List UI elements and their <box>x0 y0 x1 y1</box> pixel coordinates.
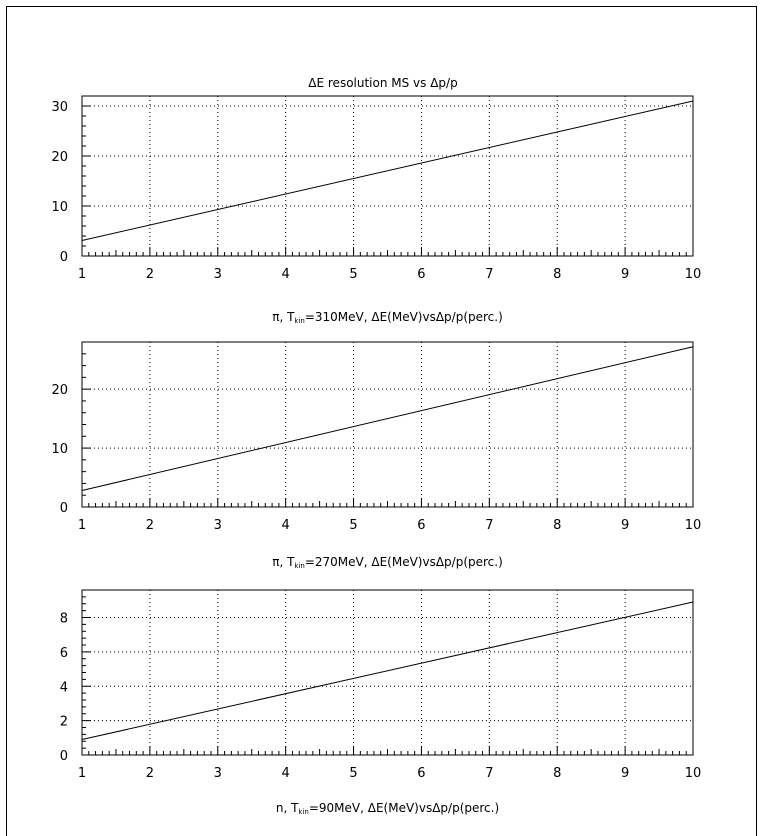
x-tick-label: 4 <box>282 267 290 282</box>
y-tick-label: 0 <box>60 250 68 265</box>
figure-frame <box>6 6 757 836</box>
x-tick-label: 8 <box>553 267 561 282</box>
x-tick-label: 2 <box>146 267 154 282</box>
y-tick-label: 0 <box>60 749 68 764</box>
x-tick-label: 4 <box>282 766 290 781</box>
x-tick-label: 7 <box>485 518 493 533</box>
x-tick-label: 6 <box>417 518 425 533</box>
x-tick-label: 9 <box>621 267 629 282</box>
x-tick-label: 3 <box>214 766 222 781</box>
x-tick-label: 4 <box>282 518 290 533</box>
plot-frame <box>81 341 694 508</box>
plot-panel-1: 1 2 3 4 5 6 7 8 9 10 0 10 20 30 π, Tkin=310MeV, ΔE(MeV… <box>51 95 702 325</box>
x-tick-label: 6 <box>417 766 425 781</box>
x-tick-label: 3 <box>214 267 222 282</box>
plot-frame <box>81 589 694 756</box>
series-line <box>81 100 694 241</box>
plot-frame <box>81 95 694 257</box>
x-tick-label: 7 <box>485 267 493 282</box>
x-tick-label: 10 <box>685 267 702 282</box>
x-tick-label: 9 <box>621 518 629 533</box>
y-tick-label: 2 <box>60 715 68 730</box>
x-tick-label: 2 <box>146 766 154 781</box>
x-tick-label: 1 <box>78 267 86 282</box>
y-tick-label: 0 <box>60 501 68 516</box>
x-axis-label: π, Tkin=270MeV, ΔE(MeV)vsΔp/p(perc.) <box>272 555 503 570</box>
y-tick-label: 30 <box>51 100 68 115</box>
x-tick-label: 7 <box>485 766 493 781</box>
x-tick-label: 8 <box>553 766 561 781</box>
x-tick-label: 1 <box>78 518 86 533</box>
y-tick-label: 8 <box>60 612 68 627</box>
x-tick-label: 9 <box>621 766 629 781</box>
y-tick-label: 20 <box>51 150 68 165</box>
plot-panel-2: 1 2 3 4 5 6 7 8 9 10 0 10 20 π, Tkin=270MeV, ΔE(MeV)v… <box>51 341 702 570</box>
x-tick-label: 3 <box>214 518 222 533</box>
y-tick-label: 6 <box>60 646 68 661</box>
y-tick-label: 4 <box>60 680 68 695</box>
x-tick-label: 6 <box>417 267 425 282</box>
series-line <box>81 346 694 491</box>
x-axis-label: π, Tkin=310MeV, ΔE(MeV)vsΔp/p(perc.) <box>272 310 503 325</box>
x-tick-label: 5 <box>349 766 357 781</box>
y-tick-label: 10 <box>51 200 68 215</box>
series-line <box>81 601 694 741</box>
x-tick-label: 5 <box>349 518 357 533</box>
x-tick-label: 5 <box>349 267 357 282</box>
figure-title: ΔE resolution MS vs Δp/p <box>308 76 457 90</box>
x-tick-label: 8 <box>553 518 561 533</box>
x-tick-label: 2 <box>146 518 154 533</box>
x-axis-label: n, Tkin=90MeV, ΔE(MeV)vsΔp/p(perc.) <box>276 801 499 816</box>
y-tick-label: 10 <box>51 442 68 457</box>
x-tick-label: 1 <box>78 766 86 781</box>
plot-panel-3: 1 2 3 4 5 6 7 8 9 10 0 2 4 6 8 n, Tkin=90MeV, ΔE(MeV)vs… <box>60 589 702 816</box>
x-tick-label: 10 <box>685 766 702 781</box>
y-tick-label: 20 <box>51 383 68 398</box>
x-tick-label: 10 <box>685 518 702 533</box>
